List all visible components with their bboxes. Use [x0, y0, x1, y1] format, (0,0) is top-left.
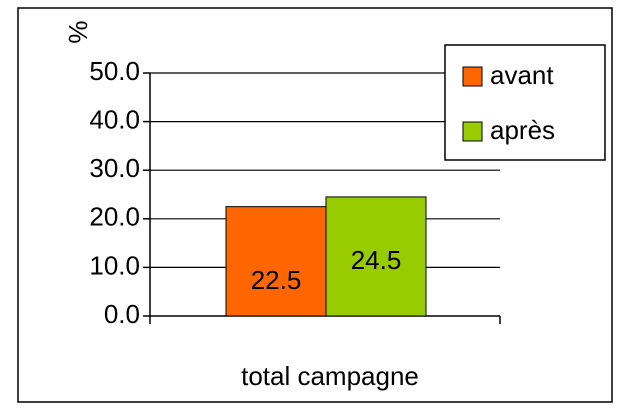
- y-tick-label: 0.0: [104, 299, 140, 329]
- data-label: 24.5: [351, 245, 402, 275]
- y-axis-label: %: [63, 20, 93, 43]
- y-tick-label: 40.0: [89, 104, 140, 134]
- bar: [325, 196, 427, 317]
- legend-swatch: [462, 121, 483, 142]
- y-tick-label: 30.0: [89, 153, 140, 183]
- x-tick-label: total campagne: [241, 361, 419, 391]
- data-label: 22.5: [251, 265, 302, 295]
- legend-swatch: [462, 66, 483, 87]
- y-tick-label: 20.0: [89, 202, 140, 232]
- legend-label: après: [490, 115, 555, 145]
- legend-label: avant: [490, 60, 554, 90]
- y-tick-label: 10.0: [89, 250, 140, 280]
- y-tick-label: 50.0: [89, 56, 140, 86]
- bar: [225, 206, 327, 317]
